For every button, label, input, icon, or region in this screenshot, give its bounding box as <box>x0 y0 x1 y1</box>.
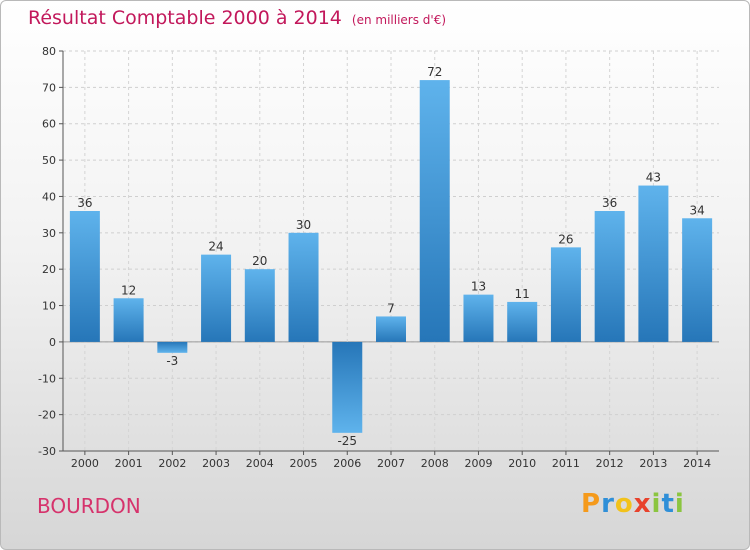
bar-2000 <box>69 211 100 342</box>
logo-letter: r <box>601 489 615 519</box>
x-tick-label: 2006 <box>333 457 361 470</box>
label-layer: 36 12 -3 24 20 30 -25 7 72 13 11 26 36 43 34 <box>77 65 705 448</box>
x-tick-label: 2013 <box>639 457 667 470</box>
value-label-2014: 34 <box>689 203 704 217</box>
bar-2014 <box>682 218 713 342</box>
logo-letter: o <box>614 489 634 519</box>
value-label-2002: -3 <box>166 354 178 368</box>
y-tick-label: -20 <box>38 409 56 422</box>
y-tick-label: -30 <box>38 445 56 458</box>
proxiti-logo: Proxiti <box>581 489 685 519</box>
value-label-2011: 26 <box>558 232 573 246</box>
bar-layer <box>69 80 713 433</box>
title-text: Résultat Comptable 2000 à 2014 <box>28 7 342 29</box>
value-label-2013: 43 <box>646 171 661 185</box>
value-label-2005: 30 <box>296 218 311 232</box>
value-label-2001: 12 <box>121 283 136 297</box>
bar-2008 <box>419 80 450 342</box>
bar-2012 <box>594 211 625 342</box>
x-tick-label: 2001 <box>115 457 143 470</box>
bar-2002 <box>157 341 188 353</box>
bar-2007 <box>376 316 406 342</box>
y-tick-label: 0 <box>49 336 56 349</box>
x-tick-label: 2007 <box>377 457 405 470</box>
x-tick-label: 2004 <box>246 457 274 470</box>
y-tick-label: 70 <box>42 81 56 94</box>
y-tick-label: 10 <box>42 300 56 313</box>
logo-letter: x <box>633 489 652 519</box>
bar-2011 <box>550 247 581 342</box>
bar-2004 <box>244 269 275 342</box>
subtitle-text: (en milliers d'€) <box>351 13 447 27</box>
value-label-2008: 72 <box>427 65 442 79</box>
chart-title: Résultat Comptable 2000 à 2014 (en millie… <box>28 7 446 29</box>
x-tick-label: 2012 <box>596 457 624 470</box>
bar-2013 <box>638 185 669 342</box>
value-label-2003: 24 <box>208 240 223 254</box>
value-label-2010: 11 <box>515 287 530 301</box>
bar-2005 <box>288 232 319 342</box>
x-tick-label: 2008 <box>421 457 449 470</box>
value-label-2012: 36 <box>602 196 617 210</box>
value-label-2009: 13 <box>471 280 486 294</box>
commune-name: BOURDON <box>37 494 141 518</box>
logo-letter: P <box>581 489 602 519</box>
y-tick-label: 80 <box>42 45 56 58</box>
x-tick-label: 2009 <box>464 457 492 470</box>
y-tick-label: 20 <box>42 263 56 276</box>
bar-2009 <box>463 294 494 342</box>
y-tick-label: -10 <box>38 372 56 385</box>
y-tick-label: 50 <box>42 154 56 167</box>
x-tick-label: 2005 <box>290 457 318 470</box>
logo-letter: i <box>651 489 662 519</box>
y-tick-label: 30 <box>42 227 56 240</box>
x-tick-label: 2011 <box>552 457 580 470</box>
value-label-2007: 7 <box>387 301 395 315</box>
y-tick-label: 60 <box>42 118 56 131</box>
bar-2003 <box>201 254 232 342</box>
bar-2001 <box>113 298 144 342</box>
x-tick-label: 2000 <box>71 457 99 470</box>
axis-layer: -30 -20 -10 0 10 20 30 40 50 60 70 80 2000 2001 2002 20… <box>38 45 719 470</box>
x-tick-label: 2002 <box>158 457 186 470</box>
value-label-2004: 20 <box>252 254 267 268</box>
x-tick-label: 2010 <box>508 457 536 470</box>
logo-letter: i <box>674 489 685 519</box>
logo-letter: t <box>661 489 675 519</box>
x-tick-label: 2003 <box>202 457 230 470</box>
bar-2006 <box>332 341 363 433</box>
bar-2010 <box>507 301 538 342</box>
x-tick-label: 2014 <box>683 457 711 470</box>
value-label-2006: -25 <box>337 434 357 448</box>
y-tick-label: 40 <box>42 190 56 203</box>
value-label-2000: 36 <box>77 196 92 210</box>
